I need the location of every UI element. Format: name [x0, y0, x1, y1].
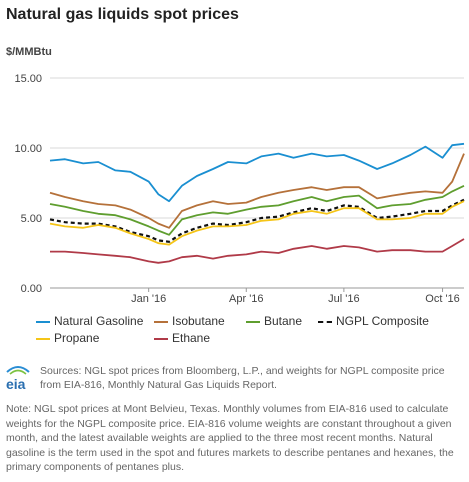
x-tick-label: Oct '16: [425, 293, 460, 305]
y-tick-label: 15.00: [14, 73, 42, 85]
y-tick-label: 10.00: [14, 143, 42, 155]
x-axis-ticks: Jan '16 Apr '16 Jul '16 Oct '16: [131, 288, 460, 305]
note-text: Note: NGL spot prices at Mont Belvieu, T…: [6, 403, 454, 473]
legend-label: Propane: [54, 331, 100, 345]
series-lines: [49, 142, 465, 264]
legend-label: Ethane: [172, 331, 211, 345]
legend-item-natural-gasoline: Natural Gasoline: [36, 314, 143, 328]
series-line-isobutane: [49, 153, 465, 229]
series-line-ethane: [50, 238, 465, 264]
legend-swatch: [154, 337, 168, 340]
y-axis-ticks: 0.00 5.00 10.00 15.00: [14, 73, 42, 295]
legend-item-ngpl-composite: NGPL Composite: [318, 314, 429, 328]
legend-label: Butane: [264, 314, 303, 328]
y-axis-unit-label: $/MMBtu: [6, 46, 52, 58]
series-line-butane: [49, 184, 465, 236]
legend-swatch: [318, 320, 332, 323]
chart-title: Natural gas liquids spot prices: [6, 6, 239, 23]
legend-item-isobutane: Isobutane: [154, 314, 225, 328]
series-line-ngpl-composite: [49, 198, 465, 243]
x-tick-label: Apr '16: [229, 293, 264, 305]
series-line-propane: [49, 200, 465, 246]
source-block: eia Sources: NGL spot prices from Bloomb…: [0, 364, 469, 398]
source-text: Sources: NGL spot prices from Bloomberg,…: [40, 365, 445, 391]
legend-item-propane: Propane: [36, 331, 99, 345]
legend-swatch: [154, 320, 168, 323]
y-tick-label: 0.00: [21, 283, 42, 295]
legend-swatch: [36, 337, 50, 340]
eia-logo-icon: eia: [6, 366, 30, 392]
series-line-natural-gasoline: [49, 142, 465, 203]
legend-swatch: [246, 320, 260, 323]
legend-item-ethane: Ethane: [154, 331, 210, 345]
legend-label: NGPL Composite: [336, 314, 429, 328]
x-tick-label: Jul '16: [328, 293, 359, 305]
legend-label: Natural Gasoline: [54, 314, 144, 328]
line-chart: 0.00 5.00 10.00 15.00 Jan '16 Apr '16 Jul '16…: [14, 73, 465, 305]
legend-item-butane: Butane: [246, 314, 302, 328]
gridlines: [50, 77, 464, 289]
legend-label: Isobutane: [172, 314, 225, 328]
y-tick-label: 5.00: [21, 213, 42, 225]
x-tick-label: Jan '16: [131, 293, 166, 305]
legend-swatch: [36, 320, 50, 323]
eia-logo-text: eia: [6, 376, 26, 392]
